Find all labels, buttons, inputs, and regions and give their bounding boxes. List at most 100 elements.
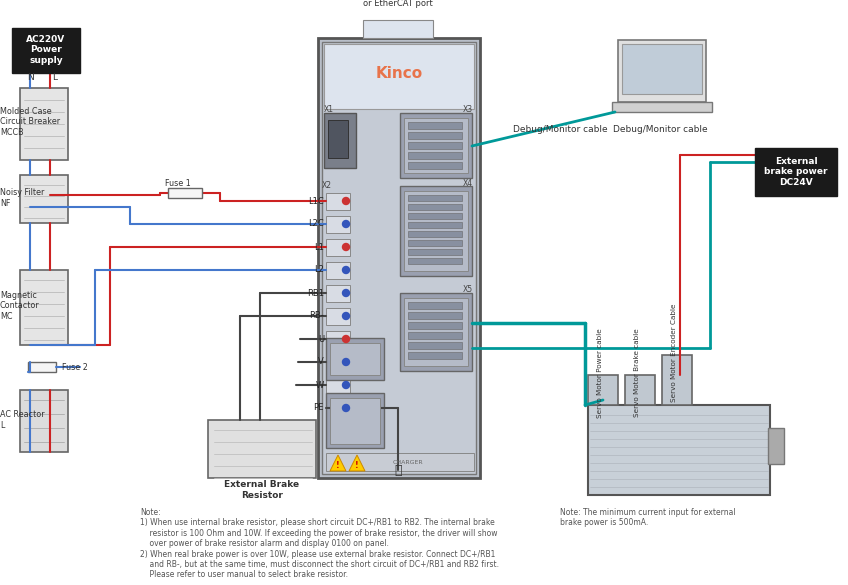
Text: AC Reactor
L: AC Reactor L — [0, 410, 45, 430]
Circle shape — [343, 290, 349, 297]
Bar — [404, 118, 468, 173]
Bar — [326, 400, 350, 417]
Bar — [328, 120, 348, 158]
Bar — [408, 204, 462, 210]
Bar — [408, 302, 462, 309]
Bar — [326, 193, 350, 210]
Bar — [408, 332, 462, 339]
Bar — [326, 331, 350, 348]
Circle shape — [343, 336, 349, 342]
Text: X5: X5 — [463, 285, 473, 294]
Bar — [408, 222, 462, 228]
Bar — [20, 175, 68, 223]
Bar — [326, 354, 350, 371]
Text: RB-: RB- — [310, 311, 324, 321]
Circle shape — [343, 221, 349, 228]
Bar — [408, 258, 462, 264]
Bar — [168, 188, 202, 198]
Bar — [400, 113, 472, 178]
Bar — [318, 38, 480, 478]
Text: Debug/Monitor cable: Debug/Monitor cable — [513, 126, 607, 135]
Bar — [612, 102, 712, 112]
Text: V: V — [318, 357, 324, 366]
Text: W: W — [315, 380, 324, 390]
Circle shape — [343, 198, 349, 205]
Text: !: ! — [336, 462, 340, 470]
Text: Magnetic
Contactor
MC: Magnetic Contactor MC — [0, 291, 40, 321]
Text: Molded Case
Circuit Breaker
MCCB: Molded Case Circuit Breaker MCCB — [0, 107, 60, 137]
Bar — [12, 28, 80, 73]
Bar — [400, 186, 472, 276]
Bar — [408, 195, 462, 201]
Bar — [408, 162, 462, 169]
Text: L2: L2 — [314, 266, 324, 274]
Bar — [662, 355, 692, 405]
Bar — [208, 420, 316, 478]
Text: X2: X2 — [322, 181, 332, 191]
Text: X1: X1 — [324, 105, 334, 115]
Bar — [330, 398, 380, 444]
Bar — [324, 113, 356, 168]
Bar — [363, 20, 433, 38]
Text: Note: The minimum current input for external
brake power is 500mA.: Note: The minimum current input for exte… — [560, 508, 735, 528]
Bar — [408, 352, 462, 359]
Bar — [20, 270, 68, 345]
Text: CHARGER: CHARGER — [393, 459, 423, 464]
Text: Servo Motor Brake cable: Servo Motor Brake cable — [634, 329, 640, 417]
Bar — [404, 298, 468, 366]
Bar — [326, 393, 384, 448]
Text: Fuse 2: Fuse 2 — [62, 363, 88, 371]
Text: ⏚: ⏚ — [394, 463, 402, 477]
Circle shape — [343, 243, 349, 250]
Text: L1: L1 — [314, 243, 324, 252]
Bar — [330, 343, 380, 375]
Text: External
brake power
DC24V: External brake power DC24V — [764, 157, 828, 187]
Text: Servo Motor Encoder Cable: Servo Motor Encoder Cable — [671, 304, 677, 402]
Text: X3: X3 — [463, 105, 473, 115]
Bar — [755, 148, 837, 196]
Bar — [326, 262, 350, 279]
Bar — [326, 338, 384, 380]
Polygon shape — [330, 455, 346, 471]
Bar — [322, 42, 476, 474]
Bar — [768, 428, 784, 464]
Text: Noisy Filter
NF: Noisy Filter NF — [0, 188, 44, 208]
Text: External Brake
Resistor: External Brake Resistor — [225, 480, 299, 500]
Bar — [324, 44, 474, 109]
Bar — [326, 308, 350, 325]
Text: N: N — [26, 74, 33, 82]
Bar — [404, 191, 468, 271]
Bar — [408, 132, 462, 139]
Text: L1C: L1C — [309, 197, 324, 205]
Bar — [408, 322, 462, 329]
Bar — [326, 239, 350, 256]
Bar — [326, 453, 474, 471]
Bar — [408, 142, 462, 149]
Bar — [326, 216, 350, 233]
Text: Fuse 1: Fuse 1 — [165, 178, 191, 188]
Bar — [20, 390, 68, 452]
Bar — [326, 285, 350, 302]
Text: RB1: RB1 — [307, 288, 324, 298]
Text: Kinco: Kinco — [376, 66, 422, 81]
Text: AC220V
Power
supply: AC220V Power supply — [26, 35, 65, 65]
Circle shape — [343, 312, 349, 319]
Bar — [408, 231, 462, 237]
Bar — [326, 377, 350, 394]
Text: X6
CAN BUS port
or RS485 port
or EtherCAT port: X6 CAN BUS port or RS485 port or EtherCA… — [363, 0, 432, 8]
Bar — [28, 362, 56, 372]
Bar — [400, 293, 472, 371]
Bar — [408, 249, 462, 255]
Bar — [408, 342, 462, 349]
Text: L2C: L2C — [309, 219, 324, 229]
Bar — [588, 405, 770, 495]
Bar — [408, 122, 462, 129]
Bar — [618, 40, 706, 102]
Text: U: U — [318, 335, 324, 343]
Circle shape — [343, 359, 349, 366]
Bar — [588, 375, 618, 405]
Text: PE: PE — [314, 404, 324, 412]
Text: !: ! — [355, 462, 359, 470]
Text: Servo Motor Power cable: Servo Motor Power cable — [597, 328, 603, 418]
Circle shape — [343, 404, 349, 411]
